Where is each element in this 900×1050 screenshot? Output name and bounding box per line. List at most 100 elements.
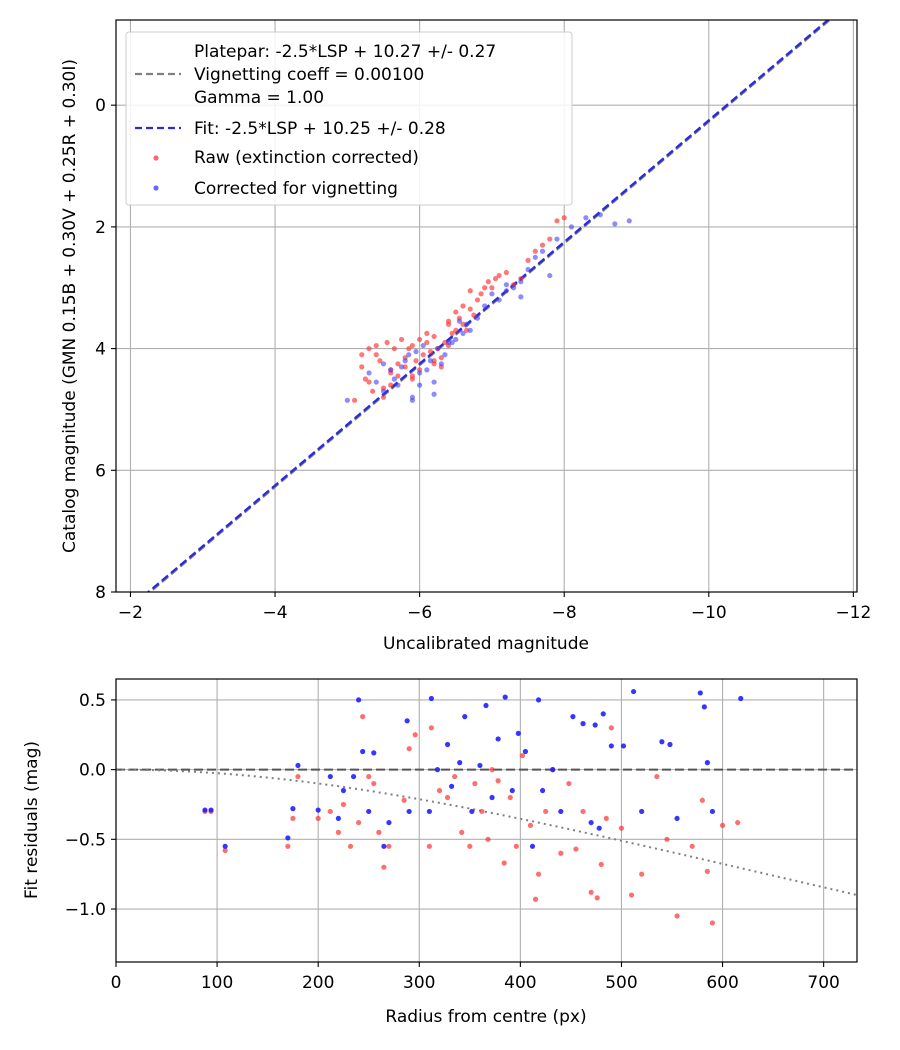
bottom-y-ticks: 0.5 0.0 −0.5 −1.0 xyxy=(65,691,116,920)
corrected-point xyxy=(558,808,564,815)
corrected-point xyxy=(667,741,673,748)
raw-point xyxy=(366,773,372,780)
raw-point xyxy=(444,794,451,801)
corrected-point xyxy=(391,376,397,382)
corrected-point xyxy=(592,722,598,728)
raw-point xyxy=(424,339,430,346)
corrected-point xyxy=(208,807,214,813)
raw-point xyxy=(327,808,333,815)
raw-point xyxy=(588,889,594,895)
raw-point xyxy=(639,871,645,877)
corrected-point xyxy=(315,807,321,813)
corrected-point xyxy=(539,248,546,254)
legend-raw-label: Raw (extinction corrected) xyxy=(194,148,419,168)
raw-point xyxy=(381,864,387,870)
corrected-point xyxy=(529,843,536,849)
corrected-point xyxy=(515,730,521,736)
corrected-point xyxy=(386,819,392,826)
raw-point xyxy=(370,388,376,394)
raw-point xyxy=(442,339,448,346)
corrected-point xyxy=(202,807,208,813)
bottom-scatter-points xyxy=(202,688,744,926)
raw-point xyxy=(464,327,470,333)
corrected-point xyxy=(608,743,614,749)
raw-point xyxy=(360,714,366,720)
raw-point xyxy=(495,778,501,784)
x-tick-label: −6 xyxy=(407,603,432,623)
corrected-point xyxy=(580,721,586,727)
y-tick-label: 6 xyxy=(95,461,106,481)
raw-point xyxy=(485,279,491,285)
raw-point xyxy=(566,780,572,787)
raw-point xyxy=(356,819,362,826)
corrected-point xyxy=(600,711,606,717)
raw-point xyxy=(222,847,228,854)
x-tick-label: −10 xyxy=(691,603,727,623)
raw-point xyxy=(492,276,499,282)
corrected-point xyxy=(639,808,645,815)
raw-point xyxy=(674,913,680,919)
raw-point xyxy=(315,815,321,822)
raw-point xyxy=(398,336,405,343)
corrected-point xyxy=(704,760,710,766)
raw-point xyxy=(467,288,473,294)
corrected-point xyxy=(460,330,466,336)
y-tick-label: 2 xyxy=(95,218,106,238)
y-tick-label: 8 xyxy=(95,583,106,603)
raw-point xyxy=(525,257,531,263)
vignetting-curve xyxy=(116,768,857,896)
x-tick-label: 600 xyxy=(706,973,738,993)
raw-point xyxy=(376,829,382,835)
corrected-point xyxy=(373,379,379,385)
raw-point xyxy=(664,836,670,842)
corrected-point xyxy=(366,808,372,815)
raw-point xyxy=(535,871,542,877)
legend-box xyxy=(125,31,573,206)
raw-point xyxy=(395,361,401,367)
raw-point xyxy=(401,797,407,803)
raw-point xyxy=(460,321,466,327)
corrected-point xyxy=(489,794,495,801)
raw-point xyxy=(351,397,358,403)
raw-point xyxy=(496,272,502,279)
corrected-point xyxy=(483,702,489,709)
corrected-point xyxy=(398,364,405,370)
bottom-y-axis-label: Fit residuals (mag) xyxy=(22,741,42,899)
raw-point xyxy=(413,358,419,364)
raw-point xyxy=(391,345,397,352)
top-y-axis-label: Catalog magnitude (GMN 0.15B + 0.30V + 0… xyxy=(60,59,80,553)
raw-point xyxy=(467,306,473,312)
raw-point xyxy=(489,767,495,773)
raw-point xyxy=(594,895,600,901)
corrected-point xyxy=(442,352,448,358)
top-chart: −2 −4 −6 −8 −10 −12 0 2 4 6 8 Uncalibrated magnit… xyxy=(60,19,871,654)
x-tick-label: 300 xyxy=(403,973,435,993)
corrected-point xyxy=(445,339,452,346)
raw-point xyxy=(335,829,342,835)
raw-point xyxy=(503,269,509,276)
raw-point xyxy=(366,345,372,352)
corrected-point xyxy=(738,695,744,702)
corrected-point xyxy=(612,221,618,227)
corrected-point xyxy=(509,787,515,794)
raw-point xyxy=(580,808,586,815)
corrected-point xyxy=(659,739,665,745)
corrected-point xyxy=(518,279,524,285)
corrected-point xyxy=(360,748,366,755)
raw-point xyxy=(598,861,604,868)
corrected-point xyxy=(406,808,412,815)
corrected-point xyxy=(697,690,703,696)
corrected-point xyxy=(427,358,434,364)
top-x-axis-label: Uncalibrated magnitude xyxy=(383,634,589,654)
bottom-plot-frame xyxy=(115,678,858,963)
corrected-point xyxy=(290,806,296,812)
raw-point xyxy=(340,801,347,808)
legend-corrected-marker xyxy=(153,185,159,191)
x-tick-label: 700 xyxy=(807,973,839,993)
bottom-chart: 0 100 200 300 400 500 600 700 0.5 0.0 −0.5 −1.0 Ra… xyxy=(22,678,858,1027)
raw-point xyxy=(628,892,635,898)
corrected-point xyxy=(522,748,529,755)
raw-point xyxy=(402,364,408,370)
raw-point xyxy=(445,318,452,324)
x-tick-label: 0 xyxy=(111,973,122,993)
